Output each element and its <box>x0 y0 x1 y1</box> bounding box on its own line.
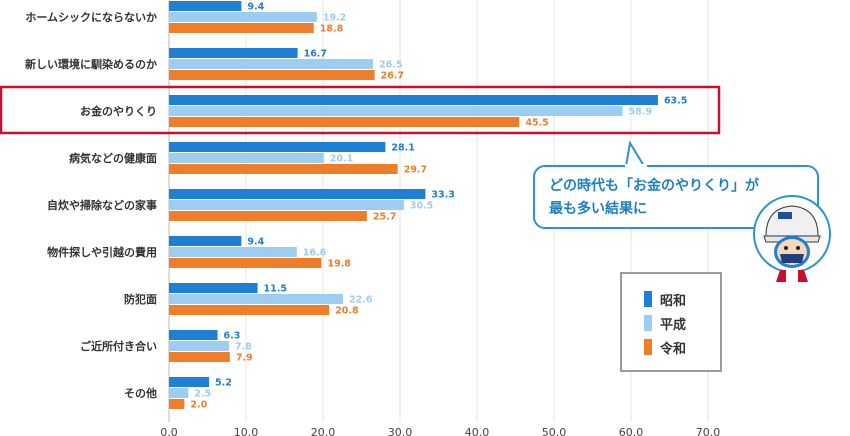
callout-line1: どの時代も「お金のやりくり」が <box>549 178 759 194</box>
data-label: 18.8 <box>320 24 344 35</box>
data-label: 29.7 <box>404 165 427 176</box>
x-tick-label: 40.0 <box>465 426 490 436</box>
bar <box>169 352 230 362</box>
bar <box>169 1 242 11</box>
category-label: 病気などの健康面 <box>69 151 157 165</box>
mascot-character <box>753 195 831 282</box>
bar <box>169 70 375 80</box>
category-label: その他 <box>124 386 157 400</box>
data-label: 63.5 <box>664 96 687 107</box>
bar <box>169 388 189 398</box>
legend-item-heisei: 平成 <box>644 314 687 333</box>
bar <box>169 377 210 387</box>
legend-label-reiwa: 令和 <box>660 341 687 357</box>
data-label: 5.2 <box>215 378 232 389</box>
bar <box>169 164 398 174</box>
bar <box>169 95 658 105</box>
category-label: 自炊や掃除などの家事 <box>47 198 157 212</box>
data-label: 20.8 <box>335 306 359 317</box>
bar <box>169 200 404 210</box>
bar <box>169 59 374 69</box>
legend-label-heisei: 平成 <box>660 317 687 333</box>
data-label: 26.5 <box>379 60 402 71</box>
bar <box>169 283 258 293</box>
legend-swatch-reiwa <box>644 339 652 355</box>
bar <box>169 106 623 116</box>
category-label: 物件探しや引越の費用 <box>47 245 157 259</box>
callout-pointer <box>624 141 647 167</box>
x-tick-label: 0.0 <box>160 426 178 436</box>
data-label: 28.1 <box>391 143 414 154</box>
category-label: ホームシックにならないか <box>25 11 157 24</box>
x-tick-label: 70.0 <box>696 426 721 436</box>
bar <box>169 48 298 58</box>
bars-layer: 9.4 19.218.8 16.7 26.526.7 63.5 58.9 45.5 28.1 2… <box>169 1 687 411</box>
bar <box>169 294 344 304</box>
bar <box>169 189 426 199</box>
legend-label-showa: 昭和 <box>660 293 687 309</box>
category-label: ご近所付き合い <box>80 339 157 353</box>
data-label: 33.3 <box>431 190 454 201</box>
x-tick-labels: 0.0 10.0 20.0 30.0 40.0 50.0 60.0 70.0 <box>160 426 720 436</box>
bar <box>169 305 330 315</box>
bar <box>169 247 297 257</box>
bar <box>169 258 322 268</box>
category-label: 防犯面 <box>124 292 157 306</box>
bar <box>169 153 324 163</box>
category-labels: ホームシックにならないか新しい環境に馴染めるのかお金のやりくり病気などの健康面自… <box>25 11 157 400</box>
bar <box>169 211 367 221</box>
data-label: 22.6 <box>349 295 373 306</box>
data-label: 58.9 <box>629 107 652 118</box>
legend-item-reiwa: 令和 <box>644 338 687 357</box>
data-label: 9.4 <box>247 237 264 248</box>
data-label: 11.5 <box>264 284 287 295</box>
data-label: 25.7 <box>373 212 396 223</box>
data-label: 9.4 <box>247 2 264 13</box>
data-label: 2.0 <box>190 400 207 411</box>
x-tick-label: 30.0 <box>388 426 413 436</box>
data-label: 30.5 <box>410 201 433 212</box>
data-label: 16.7 <box>304 49 327 60</box>
data-label: 2.5 <box>194 389 211 400</box>
legend-swatch-heisei <box>644 315 652 331</box>
category-label: お金のやりくり <box>80 104 157 118</box>
category-label: 新しい環境に馴染めるのか <box>25 57 157 71</box>
data-label: 7.9 <box>236 353 253 364</box>
x-tick-label: 10.0 <box>234 426 259 436</box>
bar <box>169 399 185 409</box>
x-tick-label: 20.0 <box>311 426 336 436</box>
bar <box>169 330 218 340</box>
highlight-frame <box>0 85 721 135</box>
bar <box>169 341 230 351</box>
bar <box>169 23 314 33</box>
x-tick-label: 50.0 <box>542 426 567 436</box>
data-label: 45.5 <box>525 118 548 129</box>
data-label: 19.8 <box>327 259 351 270</box>
x-tick-label: 60.0 <box>619 426 644 436</box>
data-label: 7.8 <box>235 342 252 353</box>
legend: 昭和 平成 令和 <box>620 272 722 372</box>
data-label: 19.2 <box>323 13 346 24</box>
data-label: 26.7 <box>381 71 404 82</box>
data-label: 6.3 <box>224 331 241 342</box>
legend-swatch-showa <box>644 291 652 307</box>
bar <box>169 142 386 152</box>
highlight-box <box>0 85 721 135</box>
bar <box>169 12 317 22</box>
bar <box>169 236 242 246</box>
data-label: 16.6 <box>303 248 327 259</box>
data-label: 20.1 <box>330 154 353 165</box>
bar <box>169 117 520 127</box>
legend-item-showa: 昭和 <box>644 290 687 309</box>
callout-line2: 最も多い結果に <box>549 201 647 217</box>
